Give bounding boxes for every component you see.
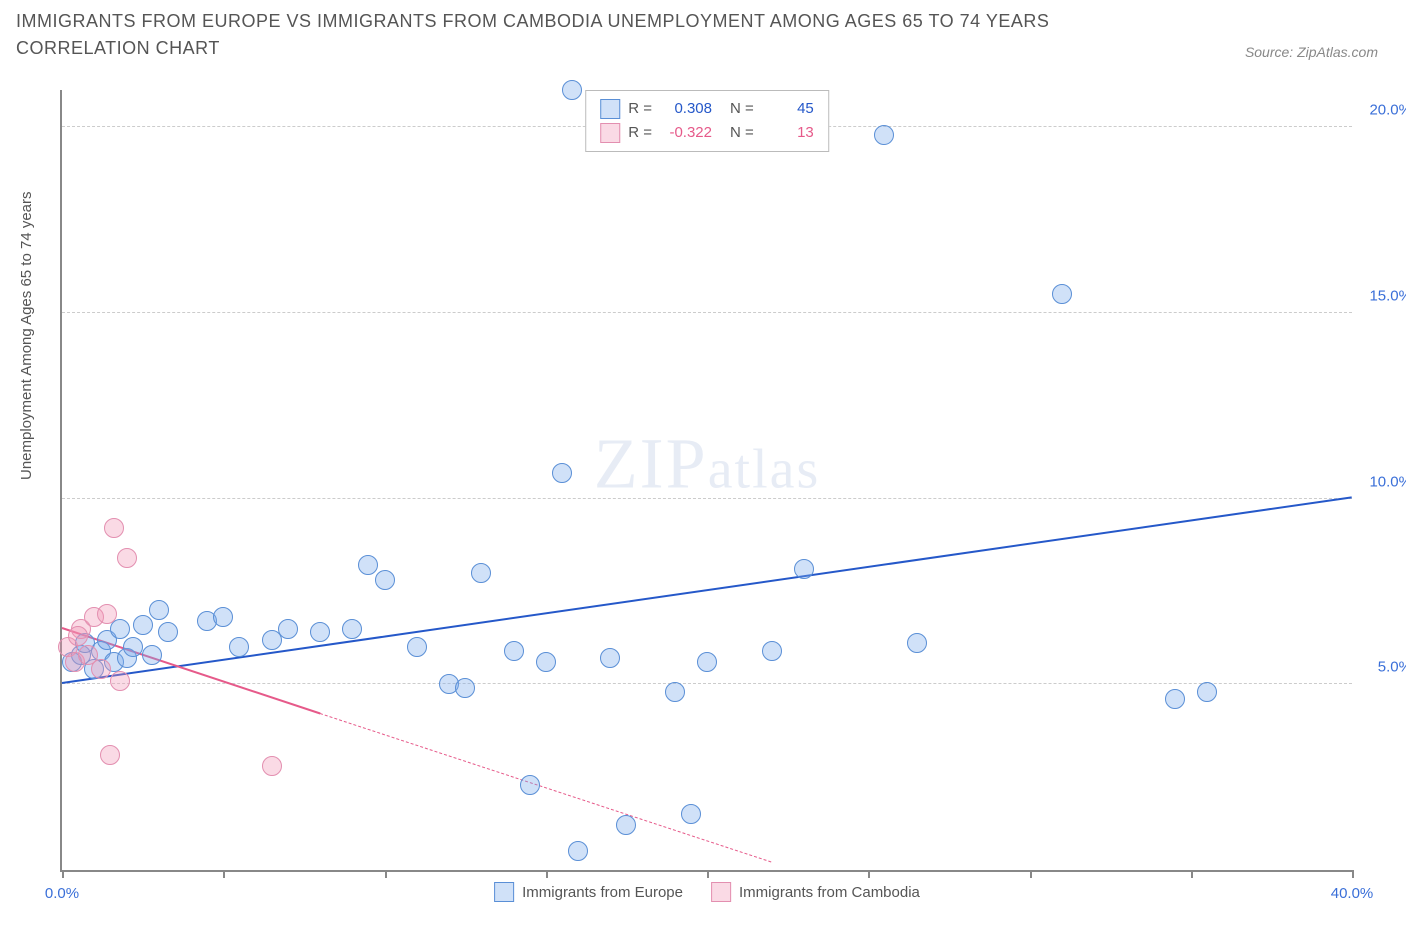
data-point	[158, 622, 178, 642]
data-point	[213, 607, 233, 627]
xtick-label: 0.0%	[45, 885, 79, 902]
source-label: Source: ZipAtlas.com	[1245, 44, 1378, 60]
legend-n-value: 45	[762, 97, 814, 121]
legend-n-label: N =	[730, 97, 754, 121]
xtick	[223, 870, 225, 878]
data-point	[375, 570, 395, 590]
legend-swatch	[494, 882, 514, 902]
data-point	[794, 559, 814, 579]
xtick-label: 40.0%	[1331, 885, 1374, 902]
data-point	[68, 626, 88, 646]
ytick-label: 10.0%	[1369, 473, 1406, 490]
data-point	[562, 80, 582, 100]
data-point	[342, 619, 362, 639]
legend-n-value: 13	[762, 121, 814, 145]
data-point	[665, 682, 685, 702]
data-point	[358, 555, 378, 575]
data-point	[110, 671, 130, 691]
plot-area: ZIPatlas R =0.308N =45R =-0.322N =13 Imm…	[60, 90, 1352, 872]
data-point	[616, 815, 636, 835]
data-point	[97, 604, 117, 624]
y-axis-label: Unemployment Among Ages 65 to 74 years	[18, 191, 35, 480]
data-point	[407, 637, 427, 657]
legend-swatch	[600, 99, 620, 119]
data-point	[552, 463, 572, 483]
page-title: IMMIGRANTS FROM EUROPE VS IMMIGRANTS FRO…	[16, 8, 1116, 62]
data-point	[123, 637, 143, 657]
legend-r-value: -0.322	[660, 121, 712, 145]
legend-r-value: 0.308	[660, 97, 712, 121]
legend-r-label: R =	[628, 121, 652, 145]
watermark-part2: atlas	[708, 439, 821, 501]
data-point	[697, 652, 717, 672]
data-point	[229, 637, 249, 657]
legend-series-label: Immigrants from Europe	[522, 884, 683, 901]
data-point	[117, 548, 137, 568]
data-point	[681, 804, 701, 824]
data-point	[262, 756, 282, 776]
watermark: ZIPatlas	[594, 423, 821, 506]
data-point	[907, 633, 927, 653]
data-point	[1165, 689, 1185, 709]
legend-series-label: Immigrants from Cambodia	[739, 884, 920, 901]
data-point	[471, 563, 491, 583]
data-point	[762, 641, 782, 661]
trend-line	[320, 713, 772, 863]
data-point	[142, 645, 162, 665]
data-point	[1052, 284, 1072, 304]
ytick-label: 5.0%	[1378, 659, 1406, 676]
xtick	[1191, 870, 1193, 878]
legend-swatch	[711, 882, 731, 902]
data-point	[536, 652, 556, 672]
data-point	[455, 678, 475, 698]
data-point	[520, 775, 540, 795]
xtick	[62, 870, 64, 878]
legend-n-label: N =	[730, 121, 754, 145]
data-point	[149, 600, 169, 620]
data-point	[1197, 682, 1217, 702]
legend-series-item: Immigrants from Europe	[494, 882, 683, 902]
legend-stats-row: R = 0.308 N = 45	[600, 97, 814, 121]
legend-stats-row: R = -0.322 N = 13	[600, 121, 814, 145]
data-point	[600, 648, 620, 668]
xtick	[1030, 870, 1032, 878]
xtick	[385, 870, 387, 878]
data-point	[278, 619, 298, 639]
data-point	[100, 745, 120, 765]
data-point	[568, 841, 588, 861]
data-point	[504, 641, 524, 661]
gridline	[62, 683, 1352, 684]
ytick-label: 20.0%	[1369, 102, 1406, 119]
xtick	[707, 870, 709, 878]
legend-r-label: R =	[628, 97, 652, 121]
legend-stats: R = 0.308 N = 45 R = -0.322 N = 13	[585, 90, 829, 152]
xtick	[1352, 870, 1354, 878]
xtick	[546, 870, 548, 878]
legend-series: Immigrants from Europe Immigrants from Ca…	[494, 882, 920, 902]
data-point	[91, 659, 111, 679]
xtick	[868, 870, 870, 878]
gridline	[62, 312, 1352, 313]
data-point	[133, 615, 153, 635]
legend-series-item: Immigrants from Cambodia	[711, 882, 920, 902]
data-point	[310, 622, 330, 642]
legend-swatch	[600, 123, 620, 143]
gridline	[62, 498, 1352, 499]
data-point	[874, 125, 894, 145]
data-point	[104, 518, 124, 538]
ytick-label: 15.0%	[1369, 287, 1406, 304]
watermark-part1: ZIP	[594, 424, 708, 504]
